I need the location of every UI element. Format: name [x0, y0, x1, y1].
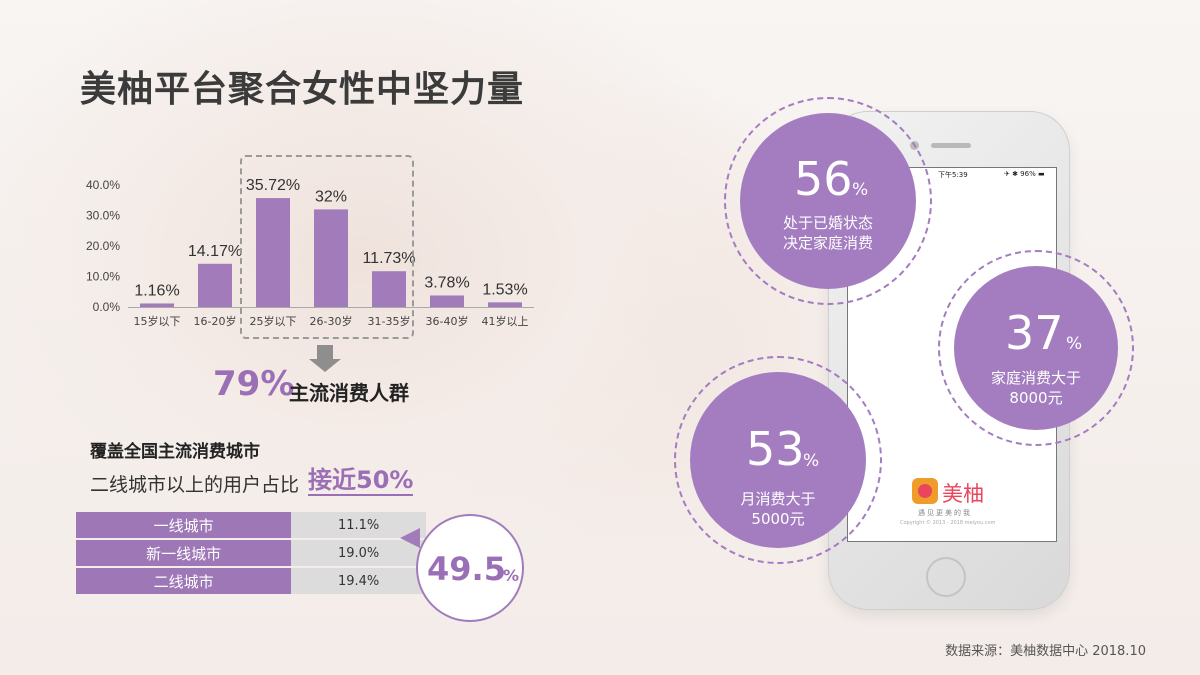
stat-ring — [674, 356, 882, 564]
down-arrow-head-icon — [309, 359, 341, 372]
stat-line2: 决定家庭消费 — [782, 234, 873, 252]
city-value: 19.0% — [291, 540, 426, 566]
city-name: 一线城市 — [76, 512, 292, 538]
x-tick-label: 31-35岁 — [368, 314, 411, 328]
y-tick-label: 30.0% — [86, 209, 120, 223]
table-row: 一线城市 11.1% — [76, 512, 426, 538]
stat-ring — [938, 250, 1134, 446]
stat-circle-household — [954, 266, 1118, 430]
x-tick-label: 25岁以下 — [250, 314, 297, 328]
bar — [430, 295, 464, 307]
speech-bubble-tail — [400, 528, 420, 548]
down-arrow-icon — [317, 345, 333, 359]
bar-value-label: 35.72% — [246, 177, 300, 194]
app-name: 美柚 — [942, 482, 984, 506]
home-button-icon — [926, 557, 966, 597]
table-row: 新一线城市 19.0% — [76, 540, 426, 566]
stat-number: 37 — [1005, 306, 1064, 360]
x-tick-label: 16-20岁 — [194, 314, 237, 328]
status-icons: ✈ ✱ 96% ▬ — [1004, 170, 1045, 178]
city-table: 一线城市 11.1% 新一线城市 19.0% 二线城市 19.4% — [76, 510, 426, 596]
bar-value-label: 11.73% — [362, 250, 415, 267]
app-slogan: 遇见更美的我 — [918, 509, 972, 517]
bar-value-label: 1.53% — [482, 281, 527, 298]
stat-suffix: % — [803, 451, 820, 471]
total-number: 49.5 — [427, 550, 506, 588]
city-value: 19.4% — [291, 568, 426, 594]
stat-suffix: % — [1066, 334, 1083, 354]
bar — [372, 271, 406, 307]
stat-line1: 月消费大于 — [740, 490, 816, 508]
x-tick-label: 26-30岁 — [310, 314, 353, 328]
speaker-icon — [931, 143, 971, 148]
bar-value-label: 14.17% — [188, 243, 242, 260]
bar — [314, 209, 348, 307]
bar — [488, 302, 522, 307]
total-bubble — [416, 514, 524, 622]
app-copyright: Copyright © 2013 - 2018 meiyou.com — [900, 520, 996, 526]
table-row: 二线城市 19.4% — [76, 568, 426, 594]
city-name: 新一线城市 — [76, 540, 292, 566]
y-tick-label: 40.0% — [86, 178, 120, 192]
y-tick-label: 0.0% — [93, 300, 121, 314]
coverage-subtitle: 二线城市以上的用户占比 — [90, 474, 300, 496]
stat-line2: 5000元 — [751, 510, 805, 528]
bar — [256, 198, 290, 307]
main-consumer-label: 主流消费人群 — [289, 381, 409, 405]
status-time: 下午5:39 — [938, 171, 968, 179]
stat-line1: 家庭消费大于 — [990, 369, 1081, 387]
stat-number: 56 — [794, 152, 853, 206]
bar — [140, 303, 174, 307]
total-suffix: % — [503, 566, 520, 585]
bar — [198, 263, 232, 307]
page-title: 美柚平台聚合女性中坚力量 — [80, 69, 525, 110]
stat-line1: 处于已婚状态 — [782, 214, 873, 232]
stat-ring — [724, 97, 932, 305]
stat-circle-married — [740, 113, 916, 289]
x-tick-label: 15岁以下 — [134, 314, 181, 328]
stat-suffix: % — [852, 180, 869, 200]
stat-number: 53 — [746, 422, 805, 476]
y-tick-label: 20.0% — [86, 239, 120, 253]
bar-value-label: 1.16% — [134, 282, 179, 299]
highlight-dashed-box — [240, 155, 414, 339]
x-tick-label: 41岁以上 — [482, 314, 529, 328]
data-source: 数据来源：美柚数据中心 2018.10 — [945, 644, 1146, 659]
main-consumer-percent: 79% — [213, 364, 295, 404]
coverage-title: 覆盖全国主流消费城市 — [90, 442, 260, 462]
stat-circle-monthly — [690, 372, 866, 548]
y-tick-label: 10.0% — [86, 270, 120, 284]
stat-line2: 8000元 — [1009, 389, 1063, 407]
city-name: 二线城市 — [76, 568, 292, 594]
x-tick-label: 36-40岁 — [426, 314, 469, 328]
flower-icon — [918, 484, 932, 498]
bar-value-label: 32% — [315, 188, 347, 205]
bar-value-label: 3.78% — [424, 274, 469, 291]
coverage-subtitle-highlight: 接近50% — [308, 466, 414, 496]
